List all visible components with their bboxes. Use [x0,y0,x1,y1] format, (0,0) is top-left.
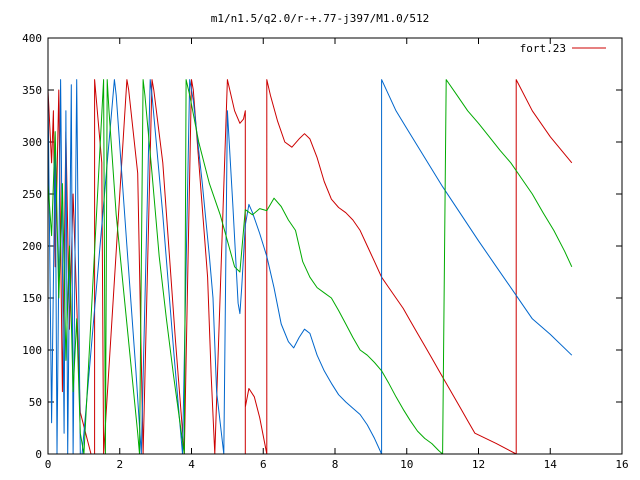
x-tick-label: 10 [400,458,413,471]
plot-frame [47,37,623,455]
x-tick-label: 0 [45,458,52,471]
legend-label-fort23: fort.23 [520,42,566,55]
series-line-0 [47,79,573,455]
x-tick-label: 12 [472,458,485,471]
y-tick-label: 200 [22,240,42,253]
x-tick-label: 8 [332,458,339,471]
y-tick-label: 250 [22,188,42,201]
y-tick-label: 350 [22,84,42,97]
y-tick-label: 400 [22,32,42,45]
x-tick-label: 4 [188,458,195,471]
legend: fort.23 [520,42,606,55]
x-tick-label: 16 [615,458,628,471]
y-tick-label: 50 [29,396,42,409]
y-tick-label: 300 [22,136,42,149]
series-line-2 [47,79,573,455]
y-tick-label: 150 [22,292,42,305]
y-tick-label: 0 [35,448,42,461]
x-tick-label: 2 [116,458,123,471]
y-tick-label: 100 [22,344,42,357]
x-tick-label: 14 [544,458,558,471]
y-axis: 0 50 100 150 200 250 300 350 400 [22,32,622,461]
chart-title: m1/n1.5/q2.0/r-+.77-j397/M1.0/512 [211,12,430,25]
x-tick-label: 6 [260,458,267,471]
